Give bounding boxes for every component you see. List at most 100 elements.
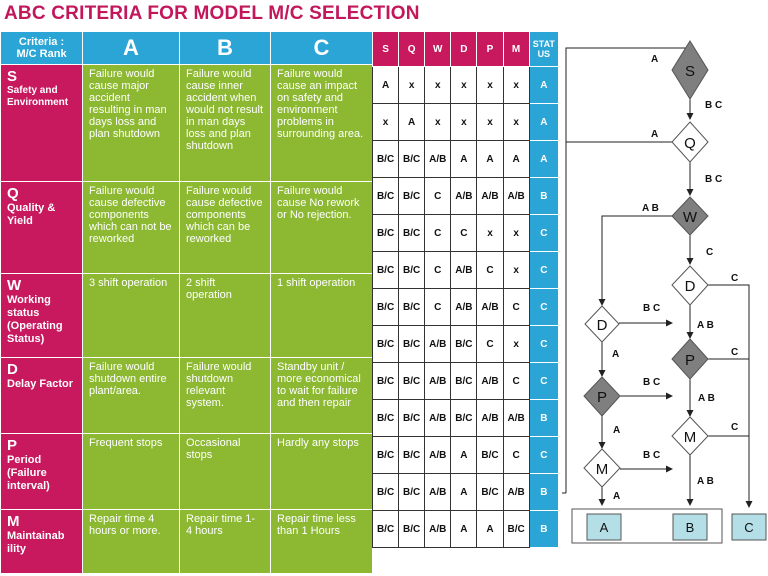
criteria-cell-c: 1 shift operation [270,273,373,358]
node-d2: D [671,265,709,306]
decision-flowchart: S Q W D D P P M M A B C [562,40,767,544]
matrix-cell: B/C [371,325,400,363]
matrix-cell: C [424,214,452,252]
matrix-cell: C [502,288,530,326]
matrix-cell: B/C [398,140,426,178]
column-b-header: B [179,31,271,65]
diamond-p1 [583,376,621,417]
matrix-cell: A/B [424,140,452,178]
criteria-cell-b: Occasional stops [179,433,271,510]
connector-d2-c [708,284,750,505]
matrix-cell: B/C [371,399,400,437]
result-c-label: C [744,520,753,535]
matrix-row: B/C B/C C A/B A/B C C [371,288,560,326]
edge-label-d2-c: C [731,273,738,284]
matrix-cell: B/C [398,399,426,437]
matrix-cell: B/C [398,362,426,400]
status-cell: C [528,325,560,363]
rank-name: Maintainab ility [7,530,65,555]
matrix-header-d: D [450,31,478,67]
edge-label-d2-ab: A B [697,320,714,331]
diamond-m2 [671,416,709,456]
criteria-cell-c: Hardly any stops [270,433,373,510]
matrix-cell: A/B [424,399,452,437]
rank-letter: M [7,513,20,530]
status-cell: A [528,103,560,141]
matrix-cell: x [502,66,530,104]
rank-name: Working status (Operating Status) [7,294,63,345]
matrix-cell: A/B [450,251,478,289]
matrix-row: B/C B/C A/B A A A A [371,140,560,178]
matrix-cell: C [502,362,530,400]
status-cell: B [528,473,560,511]
matrix-cell: A [450,140,478,178]
status-cell: C [528,436,560,474]
matrix-cell: x [371,103,400,141]
rank-cell: P Period (Failure interval) [0,433,83,510]
status-cell: B [528,510,560,548]
criteria-row-working: W Working status (Operating Status) 3 sh… [0,273,373,358]
matrix-cell: B/C [371,140,400,178]
matrix-cell: B/C [371,214,400,252]
edge-label-m2-c: C [731,422,738,433]
matrix-cell: A [476,140,504,178]
matrix-cell: x [450,66,478,104]
matrix-header-p: P [476,31,504,67]
matrix-cell: B/C [502,510,530,548]
criteria-cell-a: 3 shift operation [82,273,180,358]
edge-label-m1-bc: B C [643,450,660,461]
matrix-cell: B/C [398,251,426,289]
matrix-cell: B/C [398,177,426,215]
status-header-line1: STAT [532,39,555,49]
matrix-cell: B/C [371,362,400,400]
connector-s-a [565,47,689,493]
edge-label-p1-a: A [613,425,620,436]
node-m1-label: M [596,461,609,478]
diamond-p2 [671,338,709,380]
edge-label-p2-c: C [731,347,738,358]
matrix-cell: A/B [476,288,504,326]
criteria-header-line2: M/C Rank [16,48,67,60]
status-cell: B [528,399,560,437]
node-p2: P [671,338,709,380]
matrix-cell: B/C [476,436,504,474]
connector-w-d1 [598,215,672,306]
matrix-cell: B/C [476,473,504,511]
matrix-cell: C [424,177,452,215]
rank-name: Delay Factor [7,378,74,390]
rank-cell: D Delay Factor [0,357,83,434]
criteria-header-line1: Criteria : [18,36,65,48]
matrix-cell: B/C [398,510,426,548]
matrix-cell: B/C [371,177,400,215]
edge-label-p2-ab: A B [698,393,715,404]
matrix-cell: A/B [424,362,452,400]
page-title: ABC CRITERIA FOR MODEL M/C SELECTION [4,3,420,24]
matrix-cell: B/C [450,399,478,437]
criteria-cell-b: Failure would shutdown relevant system. [179,357,271,434]
criteria-row-maintainability: M Maintainab ility Repair time 4 hours o… [0,509,373,574]
matrix-cell: x [476,214,504,252]
node-m2: M [671,416,709,456]
diamond-m1 [583,448,621,488]
diamond-d2 [671,265,709,306]
matrix-cell: A [502,140,530,178]
criteria-cell-a: Frequent stops [82,433,180,510]
node-p2-label: P [685,352,695,369]
status-cell: C [528,362,560,400]
criteria-cell-c: Failure would cause an impact on safety … [270,64,373,182]
matrix-cell: x [398,66,426,104]
node-w-label: W [683,209,698,226]
matrix-cell: A/B [502,473,530,511]
criteria-cell-b: Failure would cause defective components… [179,181,271,274]
matrix-cell: B/C [450,362,478,400]
status-cell: A [528,66,560,104]
status-cell: C [528,288,560,326]
diamond-q [671,121,709,163]
matrix-cell: A/B [450,288,478,326]
rank-letter: S [7,68,18,85]
matrix-row: B/C B/C A/B A B/C A/B B [371,473,560,511]
matrix-cell: A/B [424,436,452,474]
matrix-cell: B/C [371,510,400,548]
